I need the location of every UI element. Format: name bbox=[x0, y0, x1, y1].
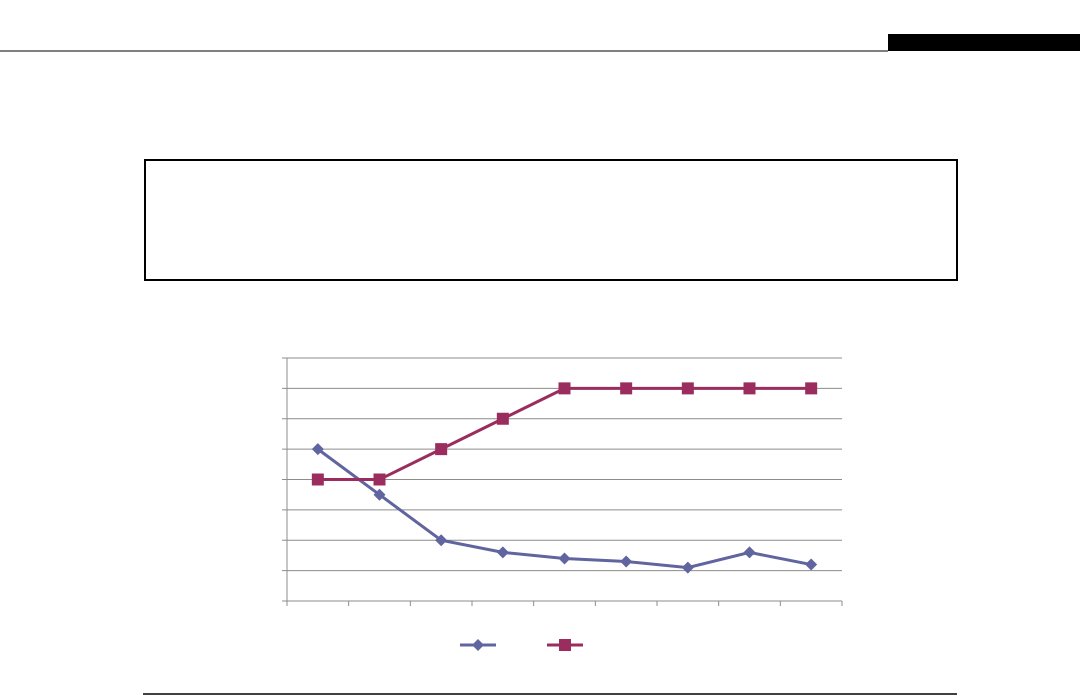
series-line bbox=[316, 447, 812, 570]
plot-area bbox=[282, 357, 843, 651]
marker bbox=[620, 555, 633, 568]
marker bbox=[435, 443, 448, 456]
marker bbox=[373, 488, 386, 501]
marker bbox=[311, 473, 324, 486]
marker bbox=[620, 382, 633, 395]
marker bbox=[311, 443, 324, 456]
marker bbox=[558, 382, 571, 395]
marker bbox=[496, 412, 509, 425]
marker bbox=[435, 534, 448, 547]
marker bbox=[496, 546, 509, 559]
header-block bbox=[888, 34, 1080, 51]
marker bbox=[743, 382, 756, 395]
marker bbox=[681, 561, 694, 574]
marker bbox=[681, 382, 694, 395]
text-box bbox=[144, 159, 958, 281]
marker bbox=[558, 552, 571, 565]
marker bbox=[805, 382, 818, 395]
legend-marker bbox=[472, 639, 484, 651]
series-line bbox=[317, 386, 812, 481]
marker bbox=[805, 558, 818, 571]
marker bbox=[373, 473, 386, 486]
legend-marker bbox=[559, 639, 571, 651]
marker bbox=[743, 546, 756, 559]
